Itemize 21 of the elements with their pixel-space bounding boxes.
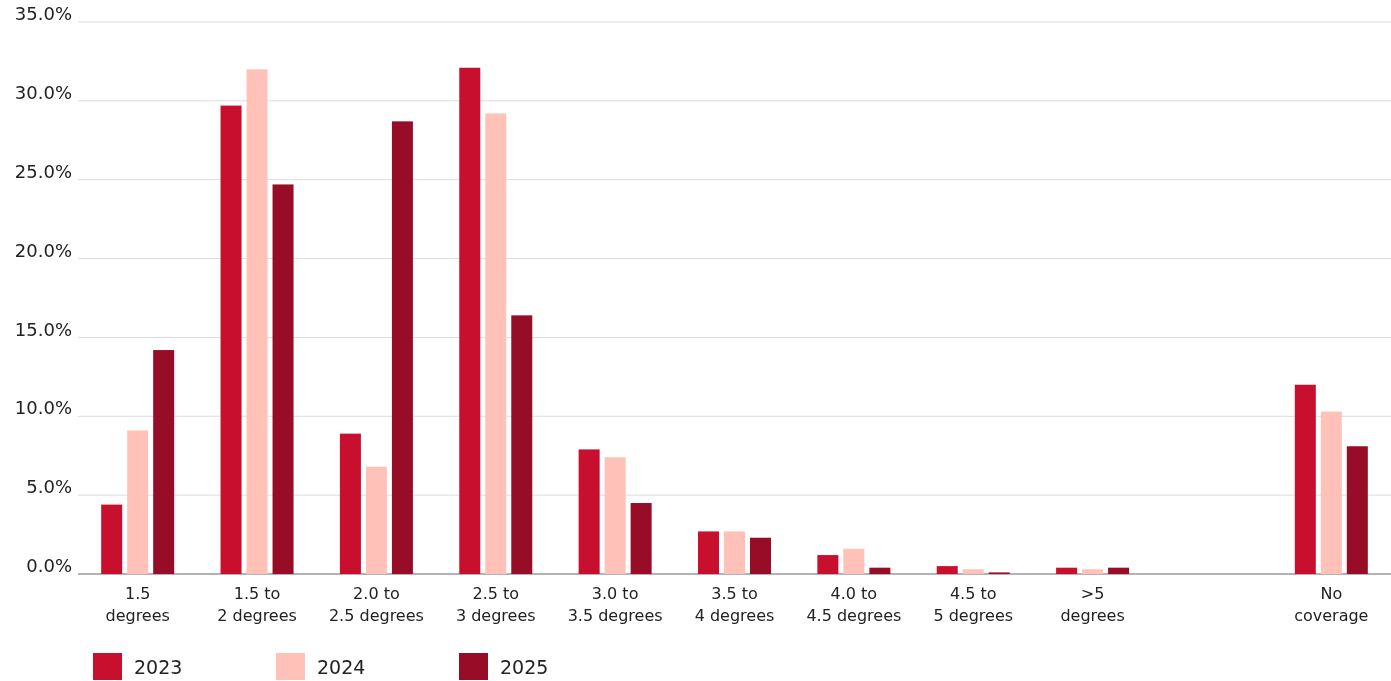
x-tick-label: >5 degrees	[1060, 584, 1125, 625]
x-tick-label: 4.0 to 4.5 degrees	[806, 584, 902, 625]
x-tick-label: 2.0 to 2.5 degrees	[328, 584, 424, 625]
y-tick-label: 0.0%	[26, 555, 72, 577]
legend-label: 2024	[317, 656, 366, 678]
x-tick-label: No coverage	[1294, 584, 1369, 625]
y-tick-label: 20.0%	[14, 239, 72, 261]
x-tick-label: 1.5 degrees	[105, 584, 170, 625]
y-tick-label: 25.0%	[14, 160, 72, 182]
y-tick-label: 5.0%	[26, 476, 72, 498]
y-tick-label: 35.0%	[14, 3, 72, 25]
x-tick-label: 3.0 to 3.5 degrees	[567, 584, 663, 625]
x-tick-label: 2.5 to 3 degrees	[455, 584, 536, 625]
x-tick-label: 4.5 to 5 degrees	[933, 584, 1014, 625]
legend-label: 2023	[134, 656, 183, 678]
x-tick-label: 3.5 to 4 degrees	[694, 584, 775, 625]
y-tick-label: 10.0%	[14, 397, 72, 419]
x-tick-label: 1.5 to 2 degrees	[217, 584, 297, 625]
legend-label: 2025	[500, 656, 549, 678]
y-tick-label: 30.0%	[14, 82, 72, 104]
y-tick-label: 15.0%	[14, 318, 72, 340]
